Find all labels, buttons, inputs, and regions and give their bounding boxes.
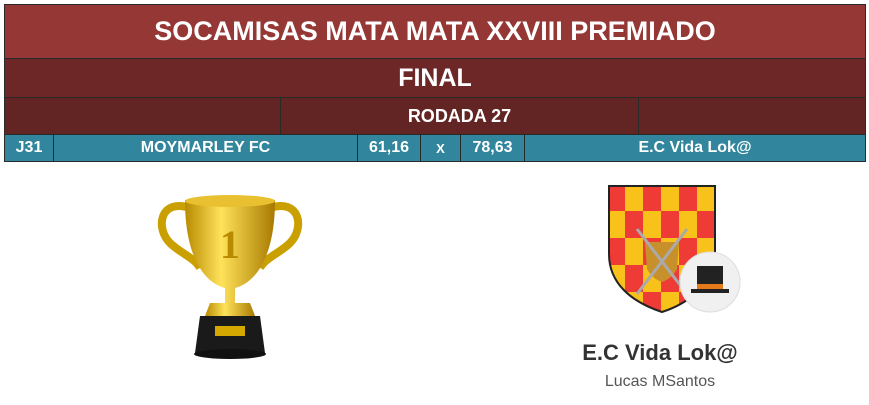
- winner-team-name: E.C Vida Lok@: [582, 340, 738, 365]
- match-id: J31: [5, 135, 54, 161]
- team-shield-icon: [608, 185, 741, 314]
- stage-text: FINAL: [398, 63, 472, 92]
- round-row: RODADA 27: [4, 97, 866, 135]
- round-label: RODADA 27: [281, 98, 639, 134]
- tournament-title: SOCAMISAS MATA MATA XXVIII PREMIADO: [4, 4, 866, 59]
- empty-cell: [5, 98, 281, 134]
- home-team: MOYMARLEY FC: [54, 135, 358, 161]
- title-text: SOCAMISAS MATA MATA XXVIII PREMIADO: [154, 16, 716, 46]
- match-row: J31 MOYMARLEY FC 61,16 X 78,63 E.C Vida …: [4, 134, 866, 162]
- away-score: 78,63: [461, 135, 525, 161]
- winner-owner-name: Lucas MSantos: [604, 373, 716, 390]
- trophy-icon: 1: [157, 195, 303, 359]
- versus: X: [421, 135, 461, 161]
- svg-text:1: 1: [220, 222, 240, 267]
- home-score: 61,16: [358, 135, 421, 161]
- away-team: E.C Vida Lok@: [638, 139, 752, 156]
- stage-header: FINAL: [4, 58, 866, 98]
